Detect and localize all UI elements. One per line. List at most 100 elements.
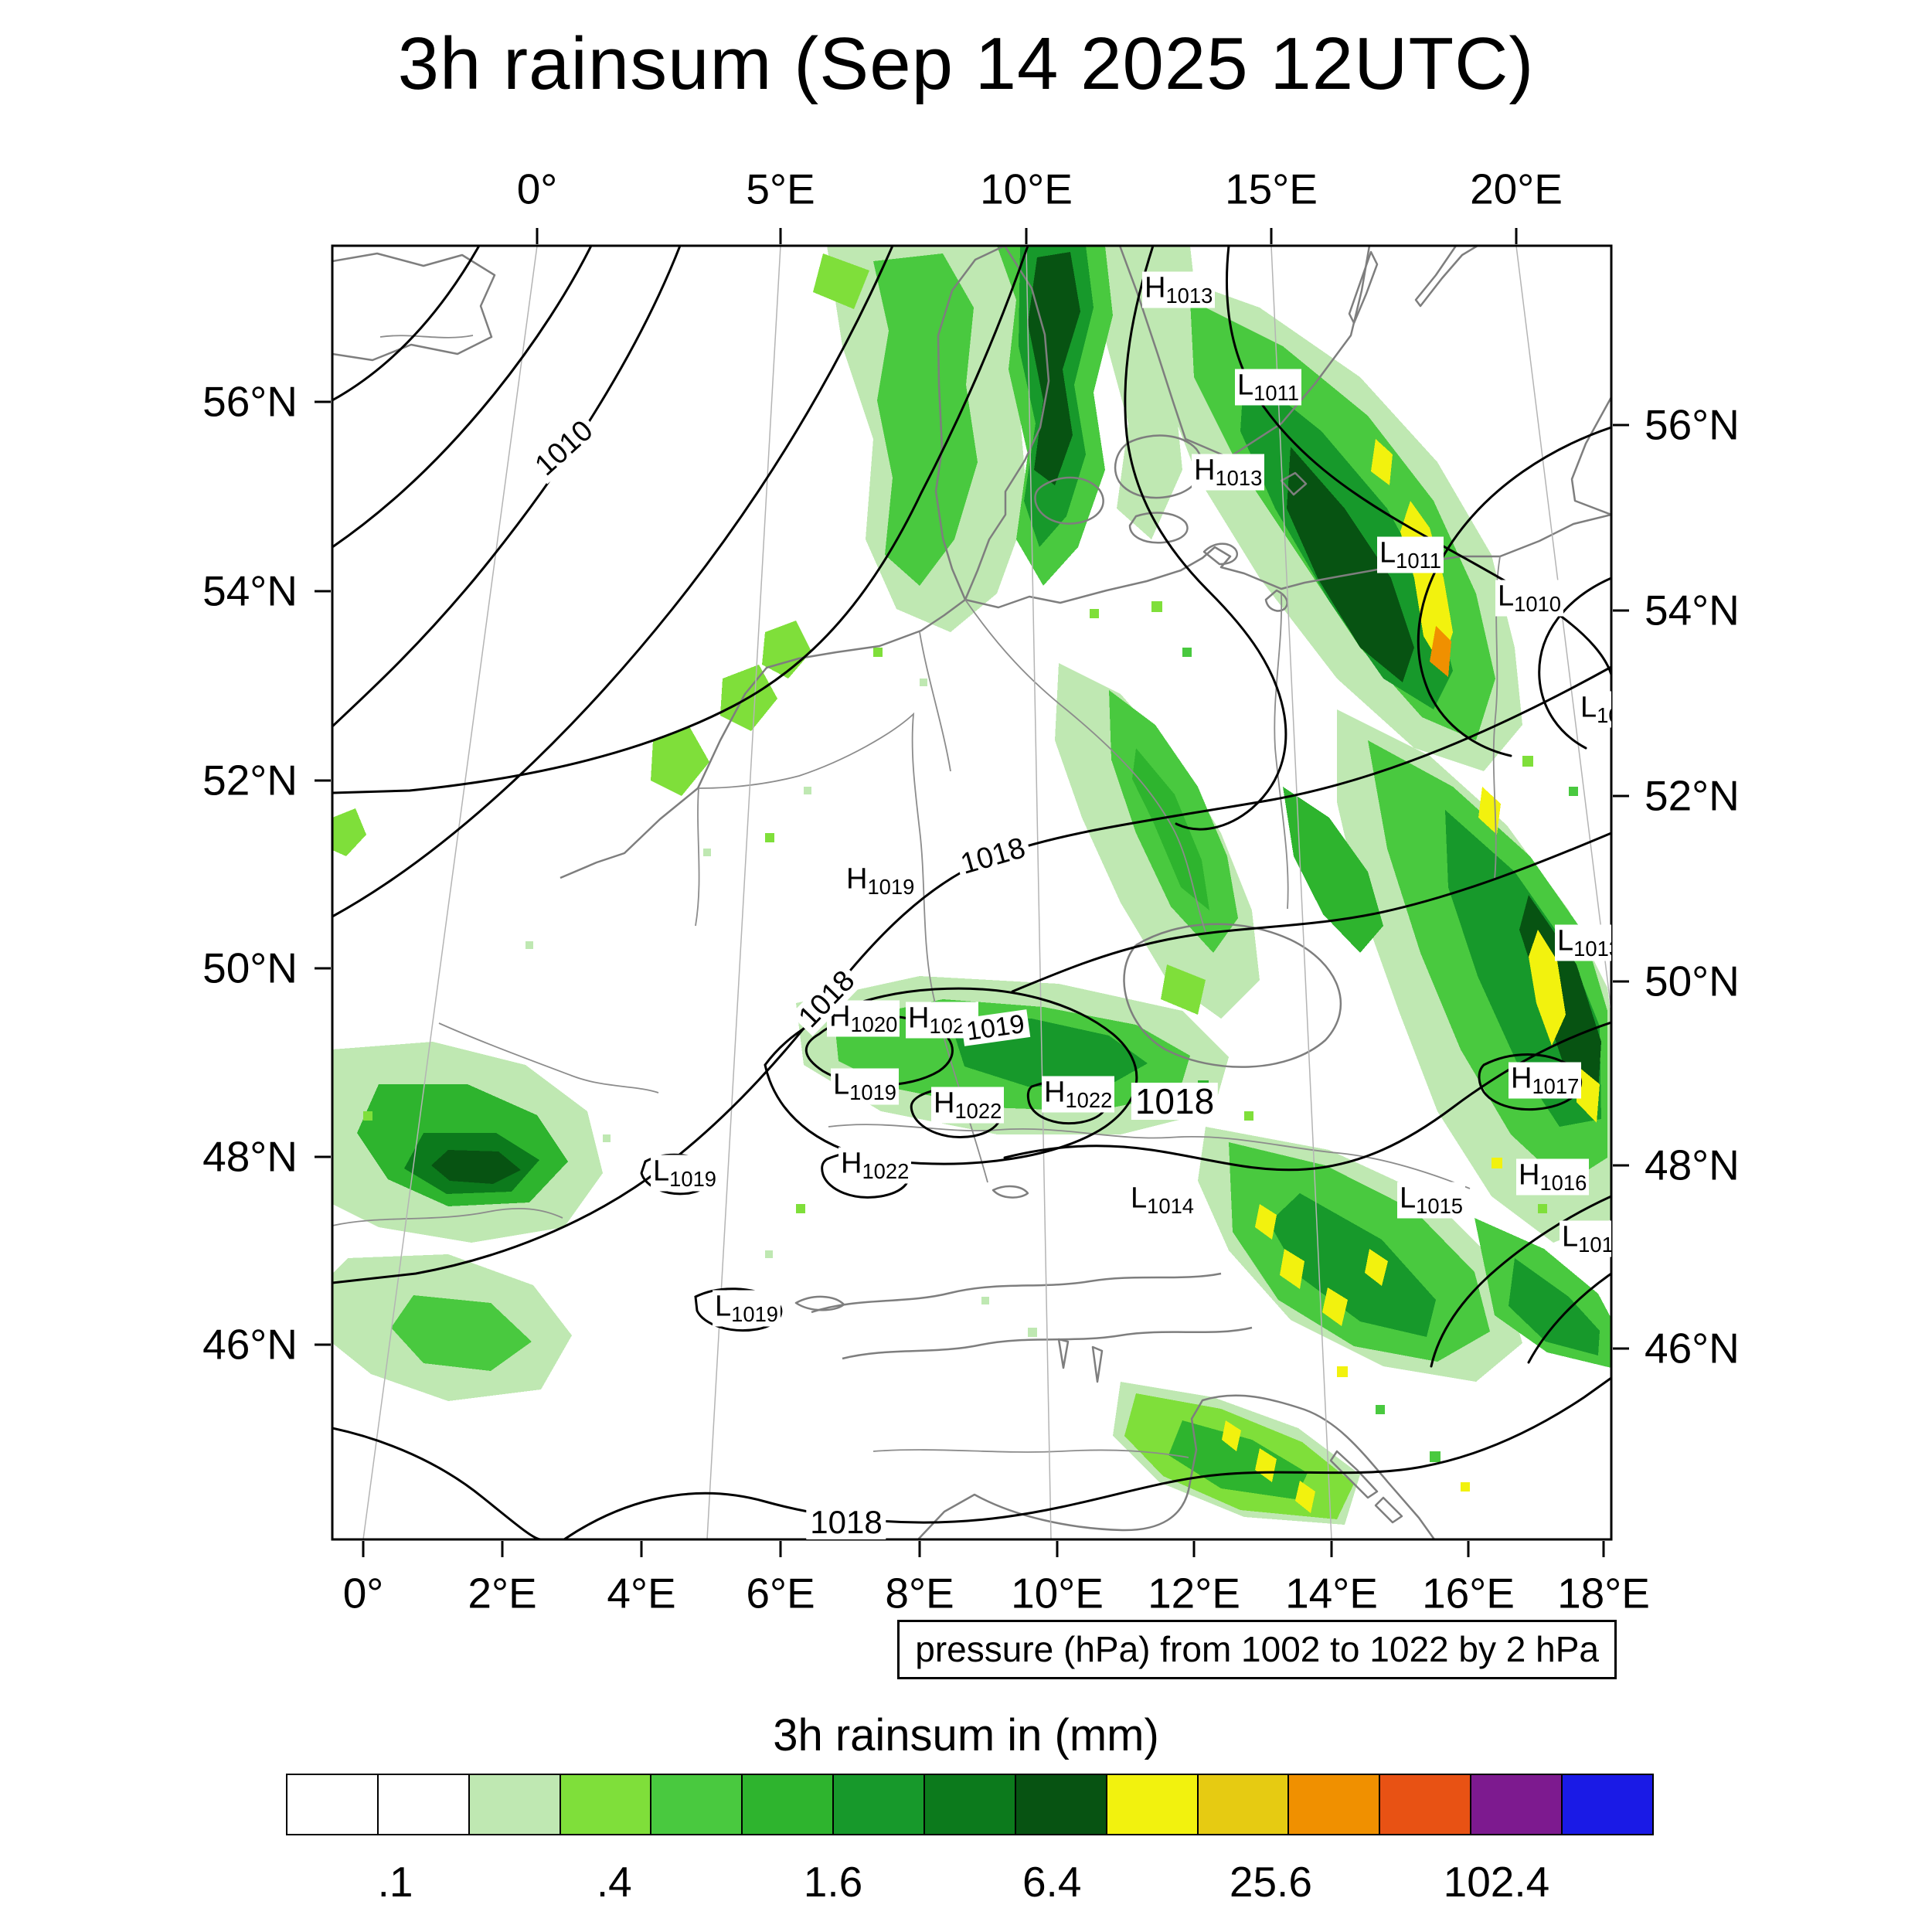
precip-region: [1371, 439, 1393, 485]
precip-speck: [363, 1111, 372, 1121]
precip-region: [1168, 1420, 1308, 1499]
bottom-lon-label: 12°E: [1148, 1569, 1240, 1617]
left-lat-label: 50°N: [202, 944, 298, 992]
precip-speck: [703, 849, 711, 856]
coastline: [917, 1394, 1436, 1539]
coastline: [560, 246, 1005, 879]
bottom-lon-label: 16°E: [1422, 1569, 1515, 1617]
colorbar-cell: [286, 1774, 379, 1835]
colorbar-tick-label: 102.4: [1443, 1858, 1550, 1906]
left-lat-label: 46°N: [202, 1320, 298, 1369]
coastline: [1128, 512, 1189, 544]
precip-speck: [1492, 1158, 1502, 1168]
precip-speck: [842, 277, 853, 287]
precip-region: [1577, 1066, 1600, 1123]
low-pressure-marker: L1019: [831, 1068, 900, 1105]
pressure-contour-note: pressure (hPa) from 1002 to 1022 by 2 hP…: [897, 1620, 1617, 1680]
coastline: [964, 513, 1611, 609]
right-lat-label: 48°N: [1645, 1141, 1740, 1189]
precip-speck: [1028, 1328, 1037, 1337]
precip-speck: [1522, 756, 1533, 767]
top-lon-label: 5°E: [746, 165, 815, 213]
river-line: [872, 1449, 1189, 1458]
colorbar-cell: [1196, 1774, 1290, 1835]
precip-region: [1430, 626, 1451, 677]
precip-region: [1295, 1481, 1315, 1513]
colorbar-tick-label: 25.6: [1229, 1858, 1312, 1906]
meridian-gridline: [1270, 246, 1332, 1539]
pressure-contour: [332, 246, 593, 549]
right-lat-label: 56°N: [1645, 400, 1740, 449]
meridian-gridline: [1515, 246, 1611, 1015]
high-pressure-marker: H1016: [1516, 1158, 1590, 1196]
pressure-contour: [1124, 246, 1287, 831]
right-lat-label: 46°N: [1645, 1324, 1740, 1372]
low-pressure-marker: L1013: [1555, 924, 1611, 961]
low-pressure-marker: L1010: [1495, 580, 1564, 617]
colorbar-cell: [1470, 1774, 1563, 1835]
coastline: [1057, 1338, 1070, 1369]
contour-value-label: 1018: [1131, 1083, 1219, 1120]
coastline: [1329, 1450, 1379, 1499]
colorbar-cell: [1105, 1774, 1199, 1835]
precip-speck: [1337, 1366, 1348, 1377]
precip-speck: [765, 833, 774, 842]
precip-speck: [1151, 601, 1162, 612]
coastline: [1091, 1345, 1104, 1383]
right-lat-label: 52°N: [1645, 771, 1740, 820]
left-lat-label: 52°N: [202, 756, 298, 804]
bottom-lon-label: 6°E: [746, 1569, 815, 1617]
pressure-contour: [563, 1376, 1611, 1539]
pressure-contour: [332, 246, 894, 918]
low-pressure-marker: L1015: [1397, 1182, 1466, 1219]
top-lon-label: 0°: [516, 165, 558, 213]
precip-region: [1090, 246, 1198, 539]
precip-region: [1365, 1249, 1388, 1286]
colorbar-cell: [1379, 1774, 1472, 1835]
low-pressure-marker: L1014: [1560, 1220, 1611, 1257]
coastline: [332, 252, 496, 362]
coastline: [992, 1185, 1029, 1199]
precip-region: [1529, 930, 1566, 1046]
meridian-gridline: [1026, 246, 1052, 1539]
colorbar-cell: [468, 1774, 561, 1835]
map-frame: [331, 244, 1613, 1541]
river-line: [919, 631, 951, 772]
top-lon-label: 10°E: [980, 165, 1073, 213]
left-lat-label: 56°N: [202, 377, 298, 426]
pressure-contour: [332, 246, 481, 402]
pressure-contour: [1225, 246, 1611, 676]
precip-region: [762, 621, 811, 679]
map-annotation-overlay: H1013 L1011 H1013 L1011 L1010 L1013 H1019 H1020…: [332, 246, 1611, 1539]
colorbar-tick-label: .4: [596, 1858, 632, 1906]
precip-region: [1280, 1249, 1304, 1289]
river-line: [332, 1208, 563, 1226]
river-line: [828, 1124, 1471, 1189]
high-pressure-marker: H1022: [931, 1087, 1005, 1124]
precip-region: [1161, 964, 1206, 1015]
weather-map: [315, 228, 1629, 1557]
precip-region: [1509, 1258, 1600, 1355]
colorbar-tick-label: .1: [377, 1858, 413, 1906]
right-lat-label: 50°N: [1645, 957, 1740, 1005]
pressure-contour: [332, 1427, 543, 1539]
bottom-lon-label: 10°E: [1011, 1569, 1104, 1617]
coastline: [1414, 246, 1479, 308]
bottom-lon-label: 14°E: [1285, 1569, 1378, 1617]
bottom-lon-label: 0°: [342, 1569, 384, 1617]
coastline: [1264, 589, 1288, 612]
pressure-contour: [1478, 1053, 1583, 1111]
precip-region: [1287, 447, 1414, 682]
river-line: [964, 599, 1206, 933]
precip-speck: [1430, 1451, 1440, 1462]
coastline: [1123, 923, 1342, 1068]
colorbar-cell: [650, 1774, 743, 1835]
high-pressure-marker: H1019: [844, 862, 917, 900]
coastline: [842, 1326, 1253, 1360]
precip-region: [873, 253, 978, 586]
low-pressure-marker: L1011: [1377, 536, 1444, 573]
colorbar-tick-label: 1.6: [803, 1858, 863, 1906]
pressure-contour: [1430, 1195, 1611, 1368]
precip-speck: [873, 648, 883, 657]
bottom-lon-label: 8°E: [885, 1569, 954, 1617]
